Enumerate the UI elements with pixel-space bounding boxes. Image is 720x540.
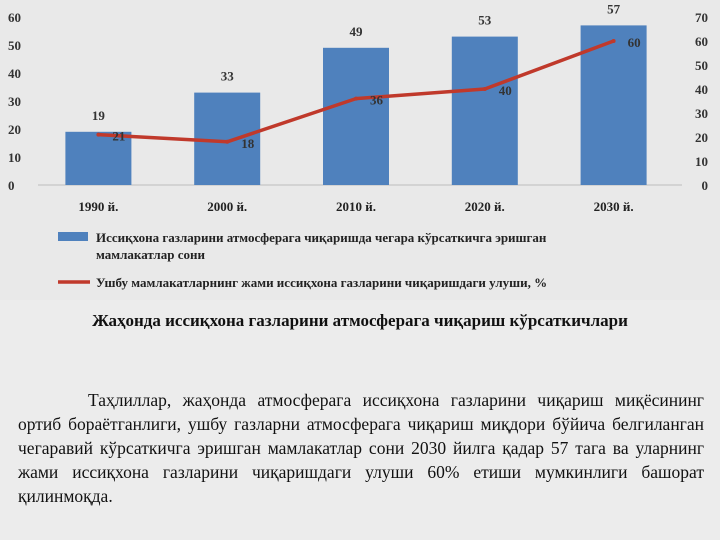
legend-label-bars: Иссиқхона газларини атмосферага чиқаришд…	[96, 230, 547, 245]
y-left-tick-label: 40	[8, 66, 21, 81]
bar-value-label: 53	[478, 13, 492, 28]
bar-value-label: 57	[607, 1, 621, 16]
line-point	[354, 96, 358, 101]
line-point	[225, 139, 230, 144]
y-right-tick-label: 60	[695, 34, 708, 49]
line-value-label: 21	[112, 129, 125, 144]
bar	[323, 47, 389, 185]
y-right-tick-label: 30	[695, 106, 708, 121]
y-left-tick-label: 10	[8, 150, 21, 165]
y-left-tick-label: 20	[8, 122, 21, 137]
category-tick-label: 2000 й.	[207, 199, 247, 214]
y-right-tick-label: 50	[695, 58, 708, 73]
chart-panel: 0 10 20 30 40 50 60 0 10 20 30 40 50 60 70 19 33 49 53 57 19…	[8, 1, 709, 290]
y-right-tick-label: 0	[702, 178, 709, 193]
bar-value-label: 19	[92, 108, 106, 123]
line-value-label: 36	[370, 93, 384, 108]
bar	[451, 36, 518, 185]
combo-chart: 0 10 20 30 40 50 60 0 10 20 30 40 50 60 70 19 33 49 53 57 19…	[8, 1, 709, 290]
legend-label-line: Ушбу мамлакатларнинг жами иссиқхона газл…	[96, 275, 547, 290]
line-value-label: 60	[628, 35, 641, 50]
legend-label-bars: мамлакатлар сони	[96, 247, 205, 262]
y-left-tick-label: 50	[8, 38, 21, 53]
line-value-label: 18	[241, 136, 255, 151]
y-left-tick-label: 30	[8, 94, 21, 109]
y-right-tick-label: 70	[695, 10, 708, 25]
y-left-tick-label: 0	[8, 178, 15, 193]
category-tick-label: 2030 й.	[594, 199, 634, 214]
bar-value-label: 33	[221, 69, 235, 84]
body-paragraph: Таҳлиллар, жаҳонда атмосферага иссиқхона…	[18, 390, 704, 506]
bar-value-label: 49	[350, 24, 364, 39]
y-right-tick-label: 40	[695, 82, 708, 97]
line-point	[482, 87, 487, 91]
bar	[194, 92, 261, 185]
category-tick-label: 2010 й.	[336, 199, 376, 214]
bar	[580, 25, 647, 186]
line-point	[611, 39, 616, 43]
line-point	[96, 132, 101, 137]
category-tick-label: 1990 й.	[78, 199, 118, 214]
y-left-tick-label: 60	[8, 10, 21, 25]
bar	[65, 131, 132, 185]
chart-caption: Жаҳонда иссиқхона газларини атмосферага …	[92, 311, 628, 330]
legend-swatch-bars	[58, 232, 88, 241]
y-right-tick-label: 10	[695, 154, 708, 169]
category-tick-label: 2020 й.	[465, 199, 505, 214]
y-right-tick-label: 20	[695, 130, 708, 145]
line-value-label: 40	[499, 83, 512, 98]
